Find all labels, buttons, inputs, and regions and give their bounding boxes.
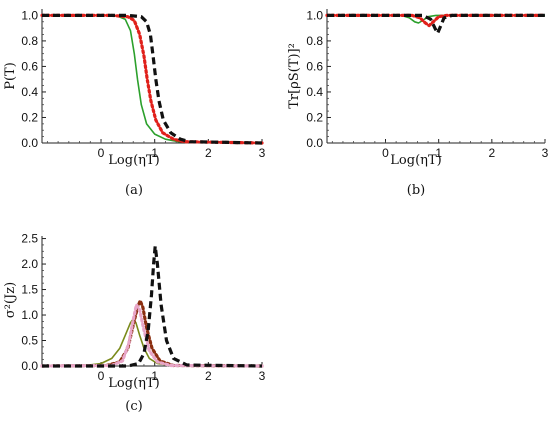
y-axis-label: σ²(Jz)	[3, 282, 18, 318]
y-tick-label: 1.5	[21, 283, 38, 297]
y-axis-label: P(T)	[3, 62, 18, 90]
chart-panel-a: 0.0 0.2 0.4 0.6 0.8 1.0 0 1 2 3 Log(ηT) P(T) (a)	[3, 8, 266, 198]
chart-panel-b: 0.0 0.2 0.4 0.6 0.8 1.0 0 1 2 3 Log(ηT) Tr[ρS(T)]² (…	[287, 8, 549, 198]
x-tick-label: 0	[98, 369, 105, 383]
series-line-2	[40, 299, 264, 368]
x-tick-label: 0	[98, 146, 105, 160]
x-tick-label: 1	[151, 146, 158, 160]
y-tick-label: 2.0	[21, 257, 38, 271]
y-tick-label: 0.0	[306, 136, 323, 150]
series-line-3	[42, 13, 263, 145]
y-tick-label: 0.8	[306, 34, 323, 48]
x-tick-label: 2	[488, 146, 495, 160]
series-line-2	[40, 13, 264, 145]
y-tick-label: 0.2	[306, 110, 323, 124]
y-tick-label: 0.4	[306, 85, 323, 99]
y-axis-label: Tr[ρS(T)]²	[287, 43, 302, 109]
x-tick-label: 2	[205, 369, 212, 383]
y-tick-label: 0.0	[21, 359, 38, 373]
chart-panel-c: 0.0 0.5 1.0 1.5 2.0 2.5 0 1 2 3 Log(ηT) σ²(Jz) (c)	[3, 232, 266, 414]
series-line-1	[42, 14, 263, 144]
y-tick-label: 0.0	[21, 136, 38, 150]
y-tick-label: 1.0	[306, 8, 323, 22]
panel-caption: (b)	[407, 183, 425, 198]
y-tick-label: 0.6	[306, 59, 323, 73]
y-tick-label: 1.0	[21, 8, 38, 22]
series-line-3	[40, 303, 264, 368]
x-tick-label: 3	[259, 146, 266, 160]
y-tick-label: 0.4	[21, 85, 38, 99]
x-axis-label: Log(ηT)	[108, 376, 159, 391]
y-tick-label: 0.2	[21, 110, 38, 124]
x-tick-label: 1	[435, 146, 442, 160]
y-tick-label: 0.5	[21, 334, 38, 348]
x-tick-label: 0	[382, 146, 389, 160]
panel-caption: (c)	[125, 399, 142, 414]
y-tick-label: 1.0	[21, 308, 38, 322]
y-tick-label: 2.5	[21, 232, 38, 246]
y-tick-label: 0.6	[21, 59, 38, 73]
y-tick-label: 0.8	[21, 34, 38, 48]
panel-caption: (a)	[125, 183, 143, 198]
x-tick-label: 2	[205, 146, 212, 160]
x-tick-label: 3	[259, 369, 266, 383]
x-axis-label: Log(ηT)	[108, 153, 159, 168]
x-tick-label: 1	[151, 369, 158, 383]
x-tick-label: 3	[542, 146, 549, 160]
series-line-2	[325, 13, 547, 28]
x-axis-label: Log(ηT)	[390, 153, 441, 168]
